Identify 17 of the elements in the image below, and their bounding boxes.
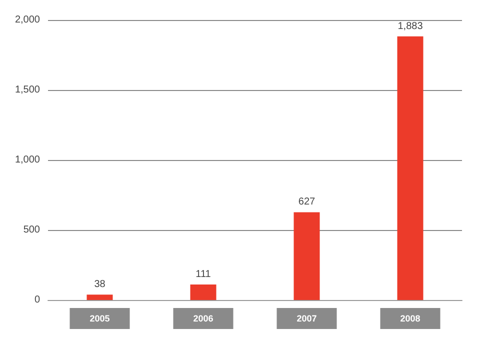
bar bbox=[397, 36, 424, 300]
data-label: 111 bbox=[196, 268, 212, 280]
y-tick-label: 2,000 bbox=[14, 14, 40, 26]
data-label: 38 bbox=[94, 279, 106, 290]
data-label: 1,883 bbox=[398, 20, 424, 32]
bar bbox=[294, 212, 320, 300]
bar bbox=[86, 294, 113, 300]
x-tick-label: 2008 bbox=[400, 314, 420, 324]
y-tick-label: 1,500 bbox=[14, 84, 40, 96]
x-tick-label: 2007 bbox=[296, 314, 317, 324]
data-label: 627 bbox=[298, 196, 316, 208]
y-tick-label: 1,000 bbox=[14, 154, 40, 166]
y-tick-label: 0 bbox=[34, 294, 40, 306]
x-tick-label: 2005 bbox=[90, 314, 110, 324]
x-tick-label: 2006 bbox=[193, 314, 214, 324]
y-tick-label: 500 bbox=[23, 224, 40, 236]
bar bbox=[190, 284, 216, 300]
